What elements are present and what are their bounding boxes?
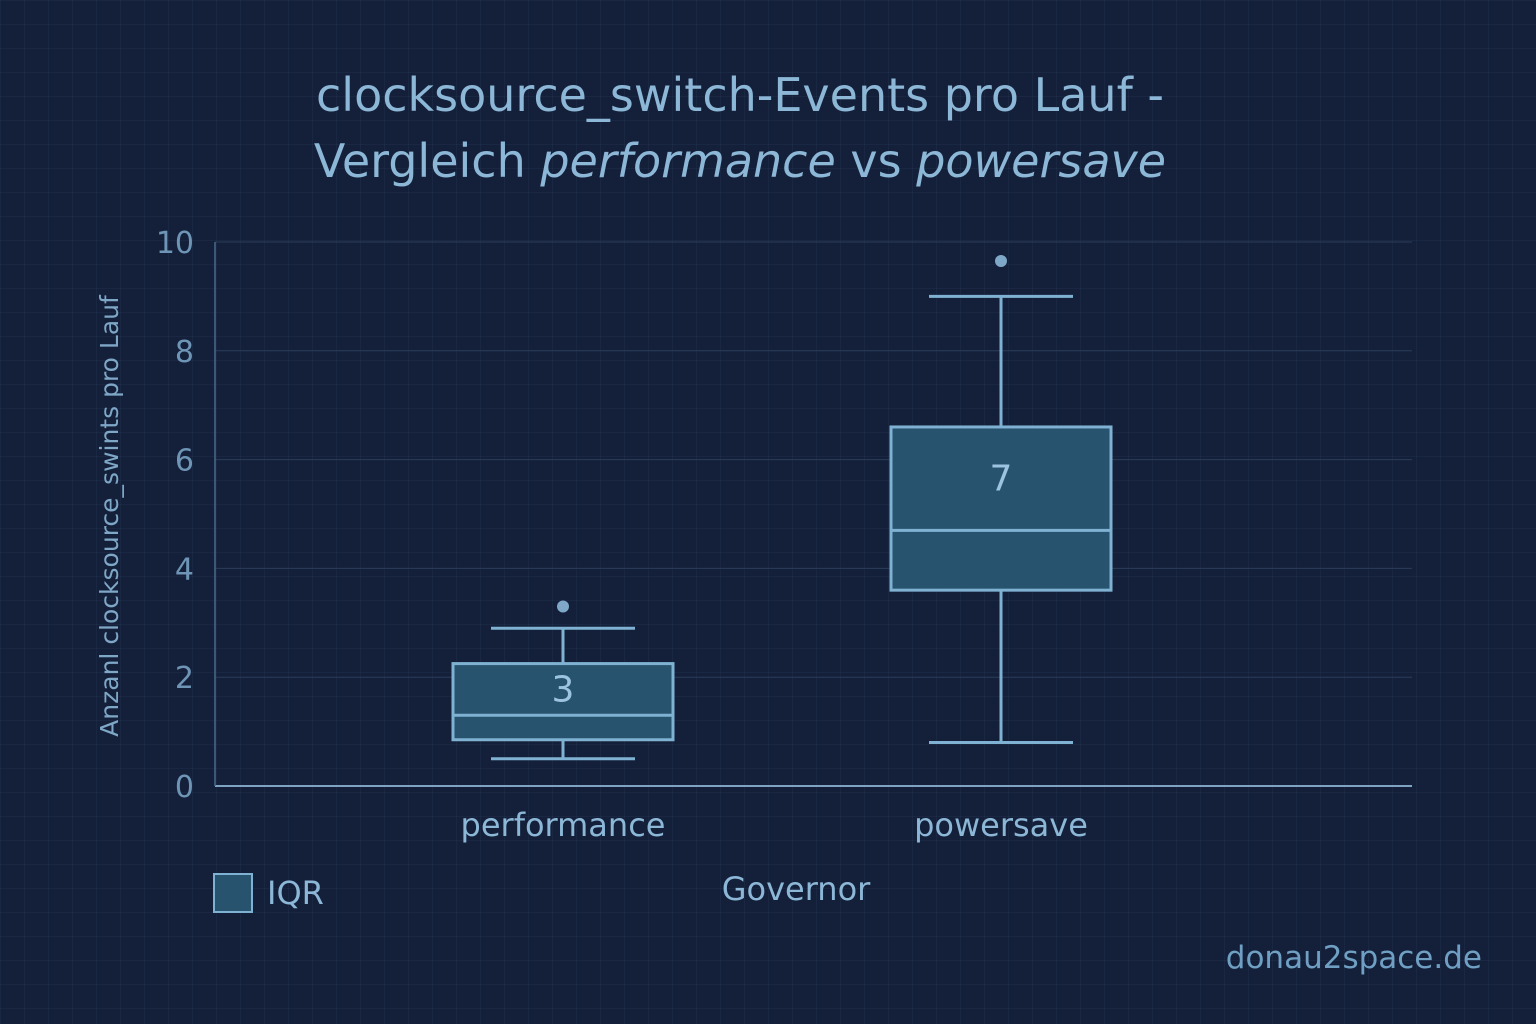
title-governor-2: powersave [916, 134, 1167, 188]
x-tick-label-performance: performance [461, 806, 666, 844]
outlier-powersave-0 [995, 255, 1007, 268]
data-label-bg-performance [543, 673, 583, 714]
legend: IQR [213, 873, 324, 913]
x-axis-label: Governor [722, 870, 871, 908]
y-axis-label: Anzanl clocksource_swints pro Lauf [95, 294, 124, 737]
chart-title-line-1: clocksource_switch-Events pro Lauf - [316, 68, 1164, 122]
y-tick-label-2: 2 [175, 661, 194, 696]
y-tick-label-0: 0 [175, 770, 194, 805]
legend-label-iqr: IQR [267, 874, 324, 912]
box-series: 37 [451, 255, 1113, 761]
watermark: donau2space.de [1225, 940, 1482, 976]
x-tick-labels: performance powersave [461, 806, 1088, 844]
box-performance: 3 [451, 600, 675, 761]
data-label-bg-powersave [981, 462, 1021, 503]
outlier-performance-0 [557, 600, 569, 613]
y-tick-label-6: 6 [175, 444, 194, 479]
title-governor-1: performance [540, 134, 836, 188]
legend-swatch-iqr [213, 873, 253, 913]
box-powersave: 7 [889, 255, 1113, 744]
y-tick-label-4: 4 [175, 552, 194, 587]
y-tick-label-8: 8 [175, 335, 194, 370]
data-label-powersave: 7 [990, 459, 1013, 500]
iqr-box-powersave [889, 425, 1113, 592]
x-tick-label-powersave: powersave [914, 806, 1088, 844]
title-prefix: Vergleich [313, 134, 541, 188]
y-tick-labels: 0 2 4 6 8 10 [156, 226, 194, 805]
title-vs: vs [835, 134, 917, 188]
grid-lines [215, 241, 1412, 678]
y-tick-label-10: 10 [156, 226, 194, 261]
chart-title-line-2: Vergleich performance vs powersave [0, 128, 1480, 194]
chart-title: clocksource_switch-Events pro Lauf - Ver… [0, 62, 1480, 194]
data-label-performance: 3 [552, 669, 575, 710]
